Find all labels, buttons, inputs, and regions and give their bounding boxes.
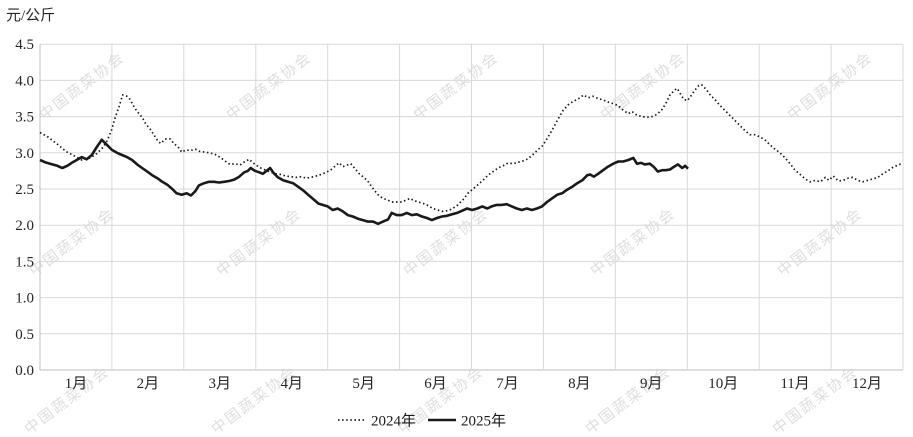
x-tick-label-month: 7月: [496, 376, 519, 392]
watermark-text: 中国蔬菜协会: [784, 49, 876, 124]
legend-label: 2025年: [461, 413, 506, 430]
watermark-text: 中国蔬菜协会: [21, 363, 113, 437]
series-line-2025年: [39, 138, 689, 226]
y-tick-label: 0.5: [15, 327, 34, 343]
legend: 2024年 2025年: [338, 413, 506, 430]
y-tick-label: 4.5: [15, 37, 34, 53]
x-tick-label-month: 5月: [352, 376, 375, 392]
watermark-text: 中国蔬菜协会: [582, 363, 674, 437]
y-tick-label: 1.0: [15, 291, 34, 307]
y-axis-unit-label: 元/公斤: [6, 7, 55, 24]
x-tick-label-month: 9月: [640, 376, 663, 392]
legend-label: 2024年: [371, 413, 416, 430]
grid-lines: [39, 43, 904, 371]
y-tick-label: 1.5: [15, 254, 34, 270]
watermark-text: 中国蔬菜协会: [36, 49, 128, 124]
data-series-layer: [39, 83, 904, 226]
x-tick-label-month: 6月: [424, 376, 447, 392]
y-tick-label: 2.0: [15, 218, 34, 234]
x-tick-label-month: 8月: [568, 376, 591, 392]
y-tick-label: 4.0: [15, 73, 34, 89]
x-tick-label-month: 12月: [852, 376, 882, 392]
y-tick-label: 2.5: [15, 182, 34, 198]
watermark-text: 中国蔬菜协会: [213, 205, 305, 280]
x-tick-label-month: 3月: [209, 376, 232, 392]
axis-labels: 0.0 0.5 1.0 1.5 2.0 2.5 3.0 3.5 4.0 4.5 1月 2月 3月 4月 5月…: [15, 37, 882, 392]
series-line-2024年: [39, 83, 904, 213]
watermark-text: 中国蔬菜协会: [769, 363, 861, 437]
watermark-text: 中国蔬菜协会: [410, 49, 502, 124]
watermark-text: 中国蔬菜协会: [587, 205, 679, 280]
x-tick-label-month: 4月: [280, 376, 303, 392]
watermark-text: 中国蔬菜协会: [223, 49, 315, 124]
x-tick-label-month: 11月: [780, 376, 809, 392]
x-tick-label-month: 2月: [137, 376, 160, 392]
x-tick-label-month: 10月: [708, 376, 738, 392]
watermark-text: 中国蔬菜协会: [774, 205, 866, 280]
y-tick-label: 3.0: [15, 146, 34, 162]
y-tick-label: 0.0: [15, 363, 34, 379]
y-tick-label: 3.5: [15, 110, 34, 126]
x-tick-label-month: 1月: [65, 376, 88, 392]
watermark-text: 中国蔬菜协会: [208, 363, 300, 437]
watermark-text: 中国蔬菜协会: [597, 49, 689, 124]
